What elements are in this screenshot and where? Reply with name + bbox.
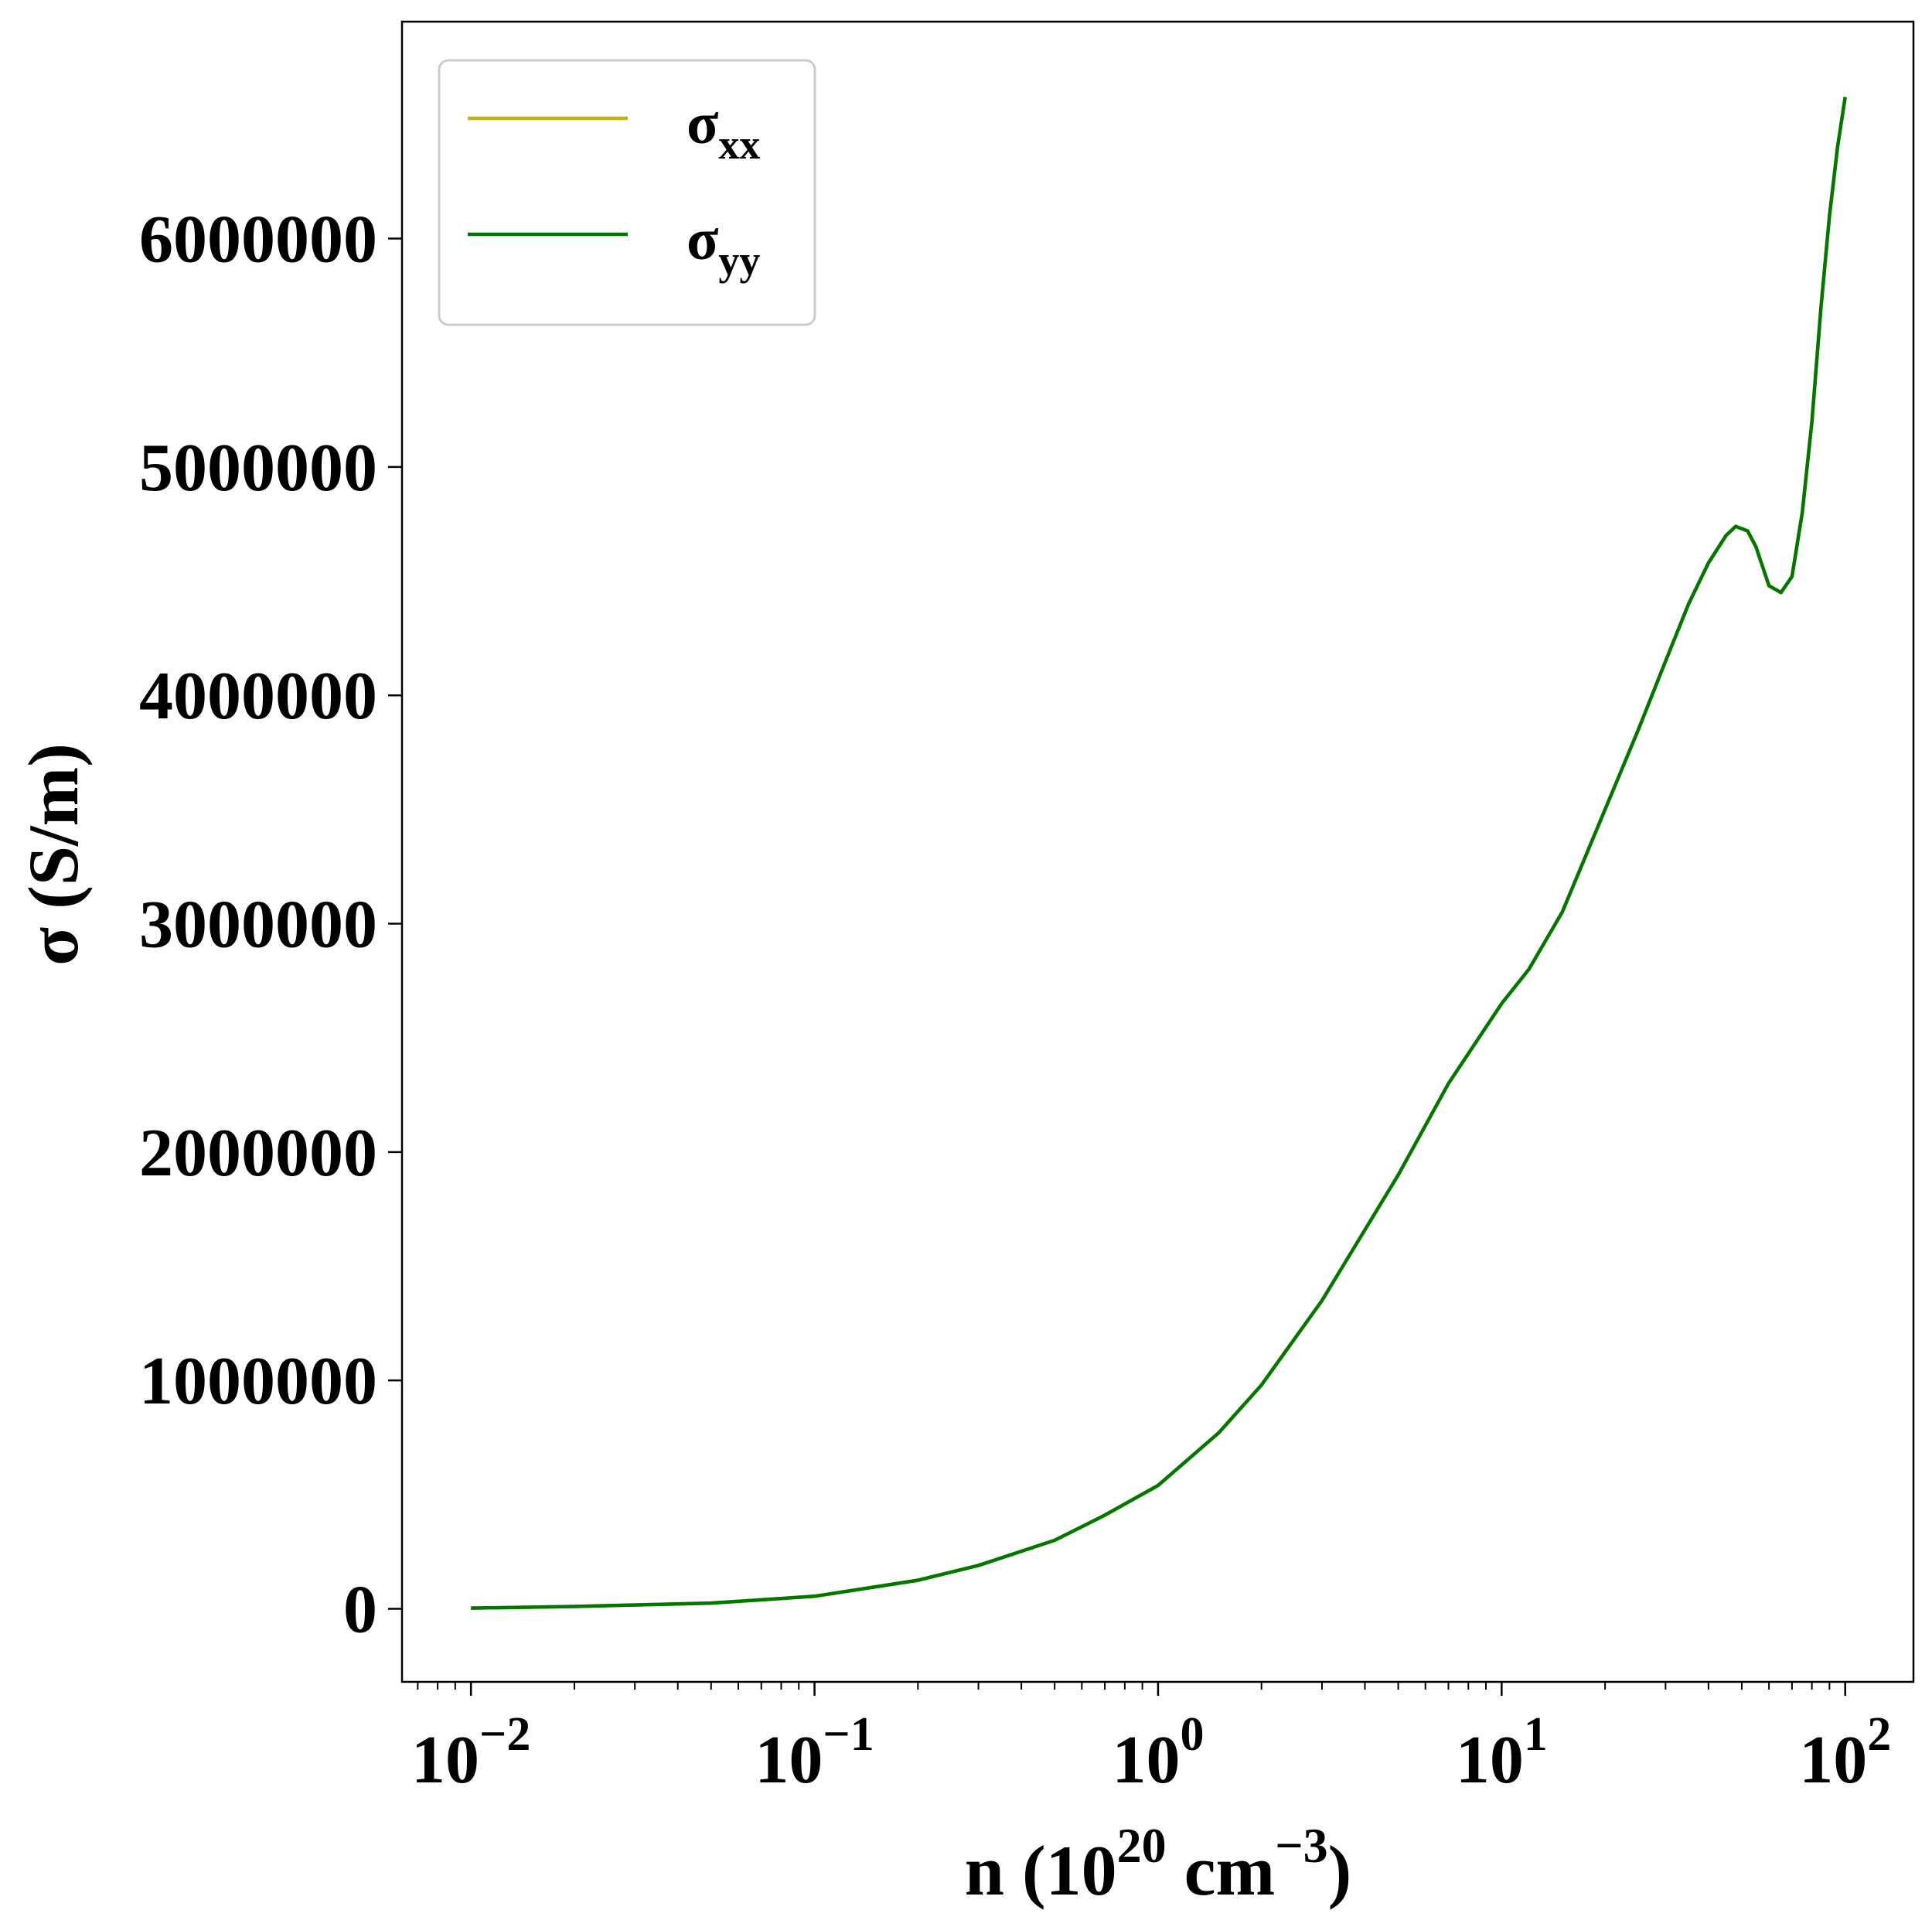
x-tick-label: 102 [1799,1708,1891,1798]
y-axis-label: σ (S/m) [14,743,93,966]
x-ticks: 10−2 10−1 100 101 102 [411,1682,1891,1798]
legend-label-xx: σxx [687,91,760,168]
x-tick-label: 10−2 [411,1708,530,1798]
y-tick-label: 4000000 [139,659,377,734]
legend: σxx σyy [438,59,816,326]
y-tick-label: 1000000 [139,1344,377,1419]
y-tick-label: 3000000 [139,888,377,963]
x-axis-label: n (1020 cm−3) [965,1818,1351,1910]
y-tick-label: 2000000 [139,1116,377,1191]
legend-box [438,59,816,326]
x-tick-label: 101 [1456,1708,1548,1798]
y-tick-label: 6000000 [139,203,377,278]
y-tick-label: 5000000 [139,431,377,506]
legend-label-yy: σyy [687,207,760,284]
y-tick-label: 0 [343,1572,377,1647]
x-minor-ticks [417,1682,1831,1690]
series-line-yy [471,97,1847,1610]
x-tick-label: 100 [1112,1708,1204,1798]
series-lines [471,97,1847,1610]
y-ticks: 0 1000000 2000000 3000000 4000000 5000000 6000… [139,203,402,1647]
x-tick-label: 10−1 [755,1708,874,1798]
